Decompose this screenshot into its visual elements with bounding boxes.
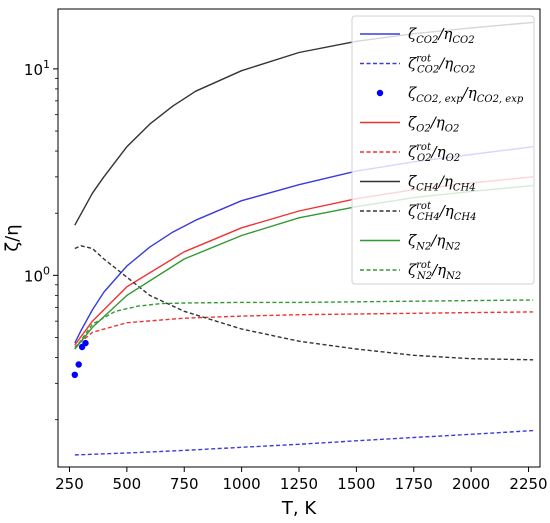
legend-label-4: ζrot O2/ηO2	[408, 142, 460, 164]
y-axis-label: ζ/η	[2, 224, 23, 251]
legend-label-0: ζCO2/ηCO2	[408, 25, 475, 46]
axes-layer: 250 500 750 1000 1250 1500 1750 2000 2250 100 101	[24, 58, 548, 493]
legend-label-3: ζO2/ηO2	[408, 114, 459, 135]
legend-box	[351, 15, 535, 285]
plot-frame	[57, 8, 541, 468]
x-axis-label: T, K	[281, 498, 317, 519]
legend-label-6: ζrot CH4/ηCH4	[408, 201, 476, 223]
legend-label-8: ζrot N2/ηN2	[408, 260, 461, 282]
x-tick-label-8: 2250	[509, 475, 547, 493]
legend: ζCO2/ηCO2 ζrot CO2/ηCO2 ζCO2, exp/ηCO2, exp…	[351, 15, 535, 285]
series-2-point-3	[82, 339, 89, 347]
series-2-point-1	[75, 361, 82, 368]
series-8-line	[74, 299, 534, 350]
y-tick-label-0: 100	[24, 264, 50, 285]
series-6-line	[74, 245, 534, 361]
legend-label-1: ζrot CO2/ηCO2	[408, 54, 475, 76]
series-2-point-0	[71, 371, 79, 378]
x-tick-label-1: 500	[113, 475, 142, 493]
legend-label-7: ζN2/ηN2	[408, 232, 460, 253]
x-tick-label-7: 2000	[452, 475, 490, 493]
y-tick-label-1: 101	[24, 58, 50, 79]
series-1-line	[74, 429, 534, 456]
legend-label-2: ζCO2, exp/ηCO2, exp	[408, 84, 524, 105]
x-tick-label-4: 1250	[280, 475, 318, 493]
legend-label-5: ζCH4/ηCH4	[408, 173, 476, 194]
legend-marker-2	[376, 89, 384, 97]
x-tick-label-0: 250	[55, 475, 84, 493]
series-4-line	[74, 311, 534, 348]
x-tick-label-2: 750	[170, 475, 199, 493]
x-tick-label-3: 1000	[223, 475, 261, 493]
x-tick-label-6: 1750	[395, 475, 433, 493]
x-tick-label-5: 1500	[337, 475, 375, 493]
